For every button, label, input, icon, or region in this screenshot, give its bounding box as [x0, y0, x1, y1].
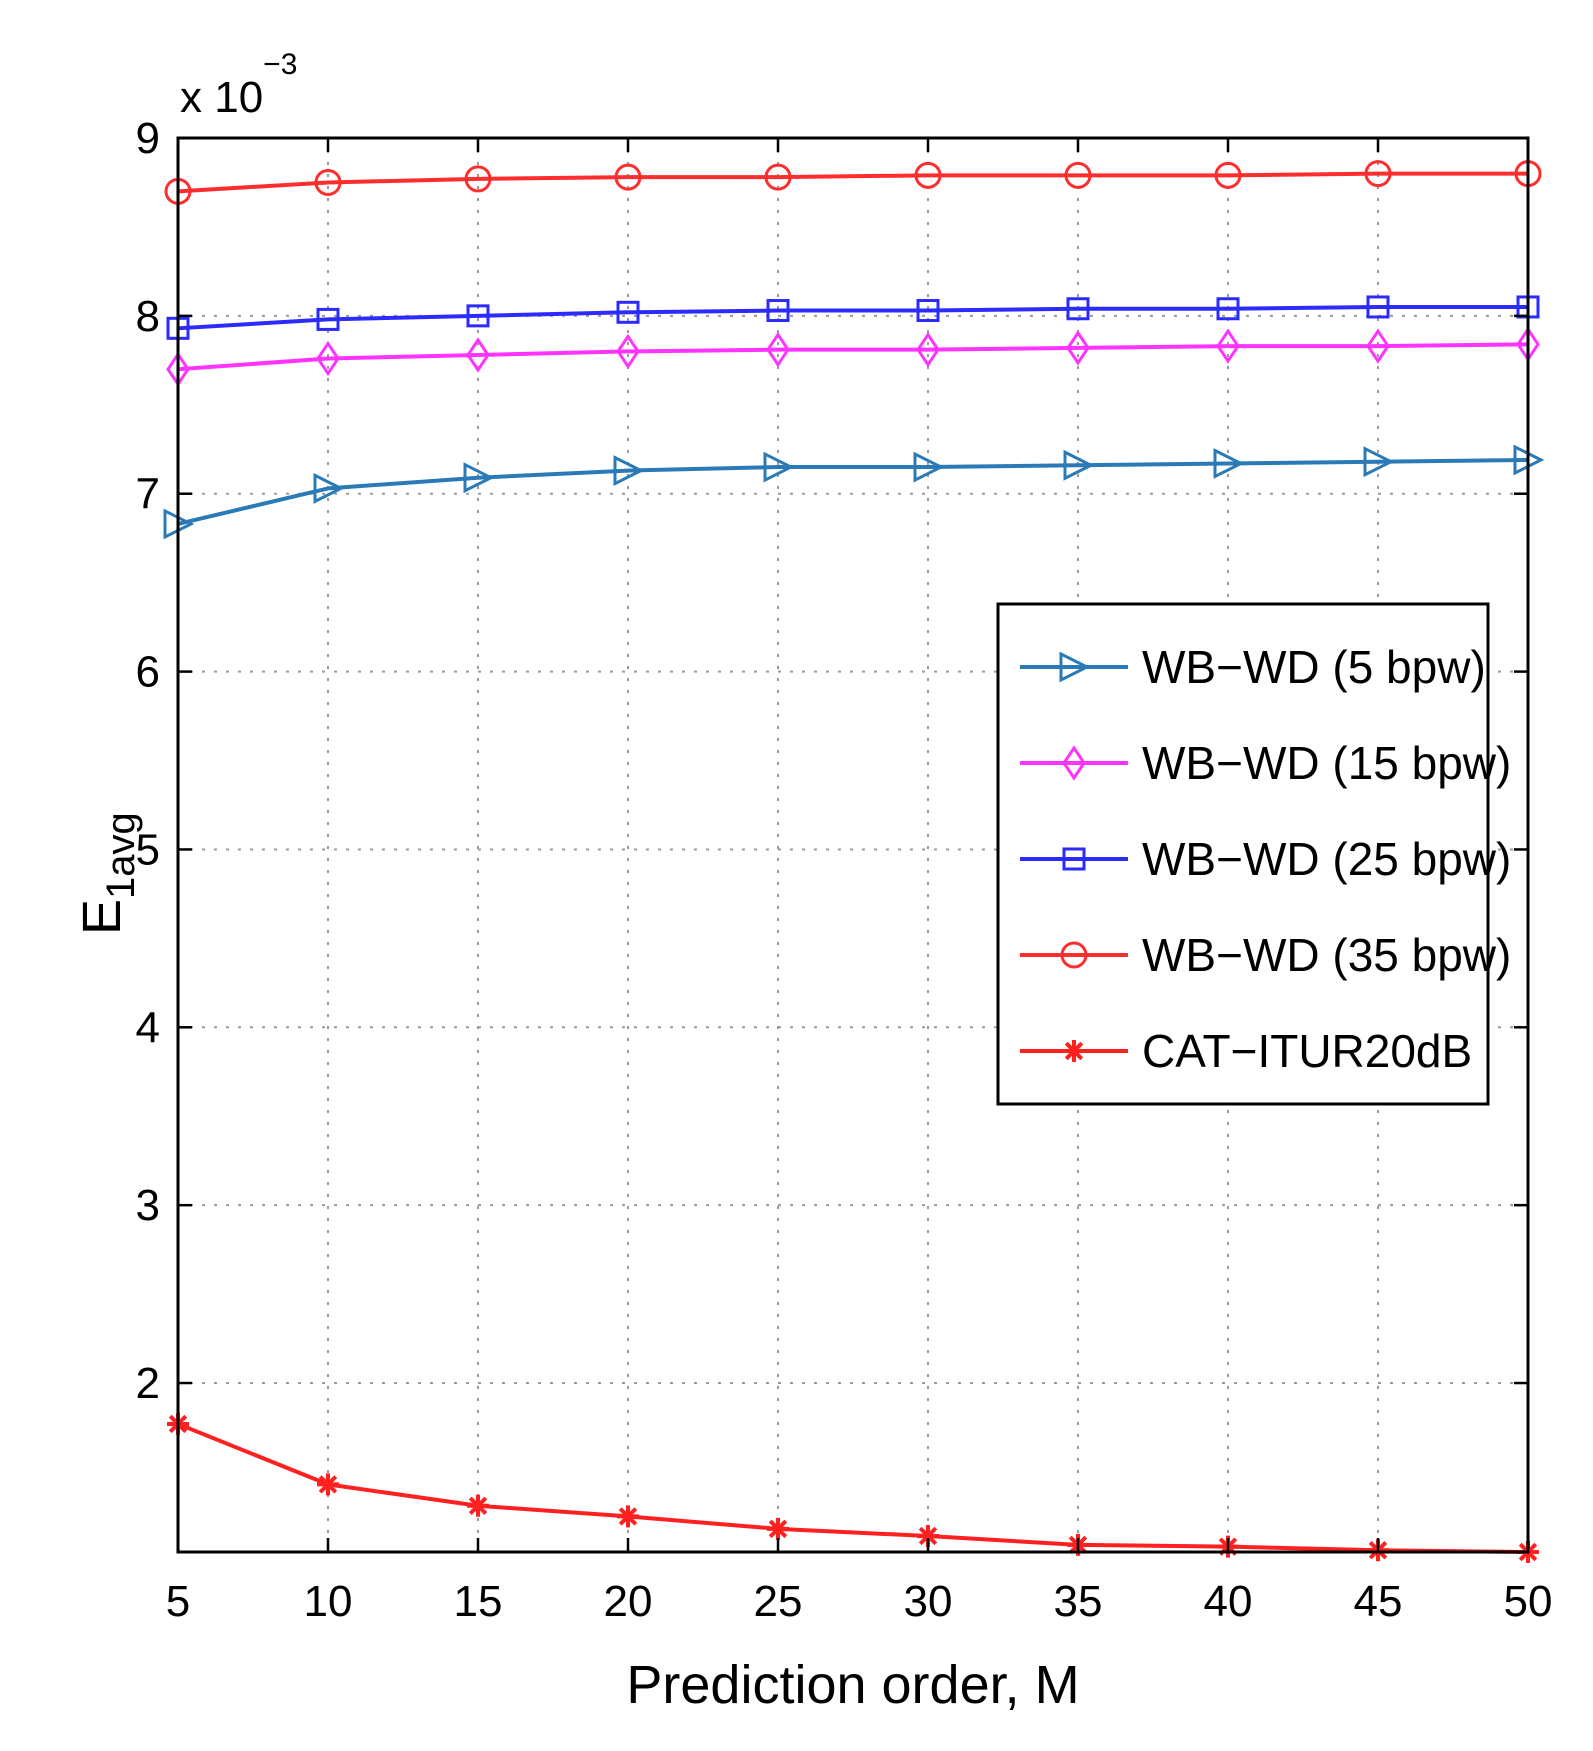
data-point	[1366, 328, 1390, 364]
data-point	[463, 462, 495, 494]
y-tick-label: 9	[136, 114, 160, 163]
data-point	[467, 1494, 489, 1517]
data-point	[914, 161, 942, 189]
star-stroke	[1064, 1041, 1084, 1061]
legend: WB−WD (5 bpw) WB−WD (15 bpw) WB−WD (25 bpw…	[996, 602, 1511, 1106]
data-point	[1214, 161, 1242, 189]
data-point	[1216, 328, 1240, 364]
series-line	[177, 1422, 1529, 1554]
data-point	[1363, 446, 1395, 478]
data-point	[916, 331, 940, 368]
series-line	[177, 304, 1528, 331]
legend-entry-5: CAT−ITUR20dB	[1020, 1025, 1472, 1077]
series-line	[177, 342, 1529, 372]
y-tick-label: 7	[136, 470, 160, 519]
data-point	[1063, 449, 1095, 481]
series-2	[166, 326, 1540, 387]
axis-multiplier-exponent: −3	[263, 48, 297, 81]
y-axis-label-main: E	[72, 899, 132, 935]
x-tick-label: 40	[1204, 1577, 1253, 1626]
y-tick-label: 8	[136, 292, 160, 341]
legend-label: CAT−ITUR20dB	[1142, 1025, 1472, 1077]
series-line	[177, 171, 1528, 194]
y-axis-label: E1avg	[72, 812, 143, 935]
data-point	[766, 299, 790, 323]
x-tick-label: 5	[166, 1577, 190, 1626]
y-tick-label: 4	[136, 1003, 160, 1052]
star-stroke	[318, 1475, 338, 1494]
data-point	[764, 163, 792, 191]
data-point	[917, 1524, 939, 1547]
series-5	[167, 1412, 1539, 1563]
y-tick-label: 2	[136, 1359, 160, 1408]
legend-label: WB−WD (25 bpw)	[1142, 833, 1511, 885]
data-point	[1366, 295, 1390, 319]
x-tick-label: 35	[1054, 1577, 1103, 1626]
y-axis-label-subscript: 1avg	[99, 812, 143, 899]
x-axis-label: Prediction order, M	[626, 1655, 1079, 1715]
y-tick-label: 6	[136, 648, 160, 697]
legend-marker	[1062, 745, 1086, 781]
axes-box	[176, 136, 1530, 1554]
x-tick-label: 30	[904, 1577, 953, 1626]
legend-entry-4: WB−WD (35 bpw)	[1020, 929, 1511, 981]
x-tick-label: 45	[1354, 1577, 1403, 1626]
data-point	[1066, 330, 1090, 366]
legend-entry-2: WB−WD (15 bpw)	[1020, 737, 1511, 789]
data-point	[614, 163, 642, 191]
x-tick-label: 10	[304, 1577, 353, 1626]
y-tick-label: 5	[136, 825, 160, 874]
data-point	[1064, 161, 1092, 189]
data-point	[617, 1505, 639, 1528]
legend-marker	[1062, 847, 1086, 871]
data-point	[1213, 448, 1245, 479]
data-point	[766, 331, 790, 368]
data-point	[466, 337, 490, 373]
x-tick-label: 20	[604, 1577, 653, 1626]
data-point	[464, 165, 492, 193]
data-point	[613, 455, 645, 487]
legend-label: WB−WD (15 bpw)	[1142, 737, 1511, 789]
star-stroke	[468, 1496, 488, 1515]
legend-marker	[1059, 651, 1091, 683]
legend-marker	[1063, 1040, 1085, 1062]
legend-marker	[1060, 941, 1088, 969]
data-point	[616, 333, 640, 370]
legend-entry-1: WB−WD (5 bpw)	[1020, 641, 1486, 693]
data-point	[1364, 160, 1392, 188]
x-tick-label: 15	[454, 1577, 503, 1626]
data-point	[913, 451, 945, 483]
data-point	[313, 472, 345, 504]
x-tick-label: 50	[1504, 1577, 1553, 1626]
star-stroke	[618, 1507, 638, 1526]
legend-label: WB−WD (35 bpw)	[1142, 929, 1511, 981]
data-point	[314, 168, 342, 196]
grid	[178, 138, 1528, 1552]
data-point	[316, 340, 340, 377]
data-point	[316, 307, 340, 331]
data-point	[466, 304, 490, 328]
data-point	[916, 299, 940, 323]
x-tick-label: 25	[754, 1577, 803, 1626]
legend-box	[996, 602, 1490, 1106]
axis-multiplier: x 10−3	[180, 48, 297, 122]
series-line	[177, 457, 1529, 526]
data-point	[616, 300, 640, 324]
data-point	[1216, 297, 1240, 321]
y-tick-label: 3	[136, 1181, 160, 1230]
axis-multiplier-base: x 10	[180, 73, 263, 122]
data-point	[317, 1473, 339, 1496]
data-point	[767, 1517, 789, 1540]
star-stroke	[918, 1526, 938, 1546]
legend-label: WB−WD (5 bpw)	[1142, 641, 1486, 693]
data-point	[763, 451, 795, 483]
legend-entry-3: WB−WD (25 bpw)	[1020, 833, 1511, 885]
data-point	[1066, 297, 1090, 321]
star-stroke	[768, 1519, 788, 1539]
